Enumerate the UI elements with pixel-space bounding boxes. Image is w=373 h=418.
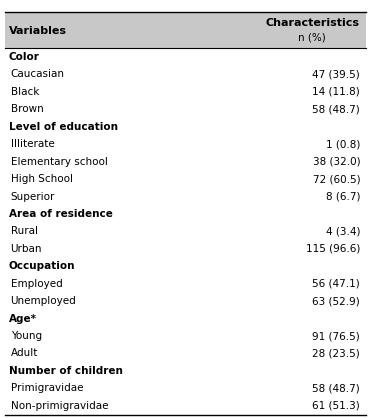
Text: Rural: Rural [10,227,38,237]
Text: Illiterate: Illiterate [10,139,54,149]
Text: n (%): n (%) [298,32,326,42]
Text: Characteristics: Characteristics [265,18,359,28]
Text: Superior: Superior [10,191,55,201]
Text: 1 (0.8): 1 (0.8) [326,139,360,149]
Text: 28 (23.5): 28 (23.5) [313,349,360,359]
Text: 47 (39.5): 47 (39.5) [313,69,360,79]
Text: Urban: Urban [10,244,42,254]
Text: Brown: Brown [10,104,43,115]
Text: 63 (52.9): 63 (52.9) [313,296,360,306]
Text: 38 (32.0): 38 (32.0) [313,157,360,167]
Text: Elementary school: Elementary school [10,157,107,167]
Text: Employed: Employed [10,279,62,289]
Text: Young: Young [10,331,42,341]
Text: High School: High School [10,174,73,184]
Text: Primigravidae: Primigravidae [10,383,83,393]
Text: Caucasian: Caucasian [10,69,65,79]
Text: 61 (51.3): 61 (51.3) [313,401,360,411]
Text: Age*: Age* [9,314,37,324]
Text: 4 (3.4): 4 (3.4) [326,227,360,237]
Text: 115 (96.6): 115 (96.6) [306,244,360,254]
Text: 56 (47.1): 56 (47.1) [313,279,360,289]
Text: 72 (60.5): 72 (60.5) [313,174,360,184]
Text: Adult: Adult [10,349,38,359]
Text: 58 (48.7): 58 (48.7) [313,104,360,115]
Text: Occupation: Occupation [9,261,75,271]
Text: Level of education: Level of education [9,122,118,132]
Text: 58 (48.7): 58 (48.7) [313,383,360,393]
Text: 91 (76.5): 91 (76.5) [313,331,360,341]
Text: Non-primigravidae: Non-primigravidae [10,401,108,411]
Text: 14 (11.8): 14 (11.8) [313,87,360,97]
Text: Unemployed: Unemployed [10,296,76,306]
Text: 8 (6.7): 8 (6.7) [326,191,360,201]
Text: Variables: Variables [9,26,67,36]
Text: Area of residence: Area of residence [9,209,113,219]
FancyBboxPatch shape [5,12,366,48]
Text: Black: Black [10,87,39,97]
Text: Number of children: Number of children [9,366,123,376]
Text: Color: Color [9,52,40,62]
